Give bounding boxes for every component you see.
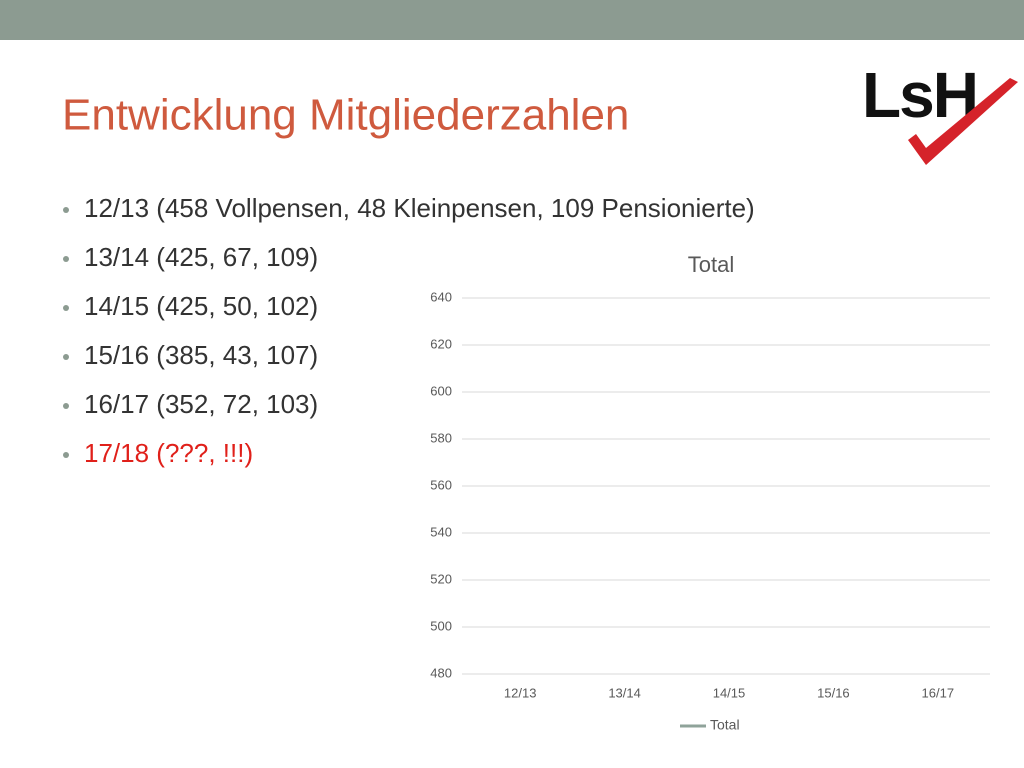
x-tick-label: 12/13 <box>504 685 537 700</box>
y-tick-label: 640 <box>430 289 452 304</box>
top-bar <box>0 0 1024 40</box>
x-tick-label: 15/16 <box>817 685 850 700</box>
bullet-dot <box>63 452 69 458</box>
y-tick-label: 520 <box>430 571 452 586</box>
bullet-text: 12/13 (458 Vollpensen, 48 Kleinpensen, 1… <box>84 193 755 223</box>
bullet-text: 13/14 (425, 67, 109) <box>84 242 318 272</box>
y-tick-label: 500 <box>430 618 452 633</box>
bullet-dot <box>63 256 69 262</box>
x-tick-label: 16/17 <box>922 685 955 700</box>
y-tick-label: 560 <box>430 477 452 492</box>
y-tick-label: 600 <box>430 383 452 398</box>
x-tick-label: 13/14 <box>608 685 641 700</box>
legend-label: Total <box>710 717 740 733</box>
bullet-dot <box>63 207 69 213</box>
bullet-text: 14/15 (425, 50, 102) <box>84 291 318 321</box>
y-tick-label: 580 <box>430 430 452 445</box>
bullet-dot <box>63 305 69 311</box>
logo-check <box>908 78 1018 165</box>
y-tick-label: 620 <box>430 336 452 351</box>
x-tick-label: 14/15 <box>713 685 746 700</box>
bullet-text: 15/16 (385, 43, 107) <box>84 340 318 370</box>
chart-title: Total <box>688 252 734 277</box>
logo: LsH <box>862 59 977 131</box>
slide-title: Entwicklung Mitgliederzahlen <box>62 91 629 140</box>
y-tick-label: 480 <box>430 665 452 680</box>
bullet-dot <box>63 354 69 360</box>
bullet-text: 17/18 (???, !!!) <box>84 438 253 468</box>
bullet-dot <box>63 403 69 409</box>
bullet-text: 16/17 (352, 72, 103) <box>84 389 318 419</box>
y-tick-label: 540 <box>430 524 452 539</box>
